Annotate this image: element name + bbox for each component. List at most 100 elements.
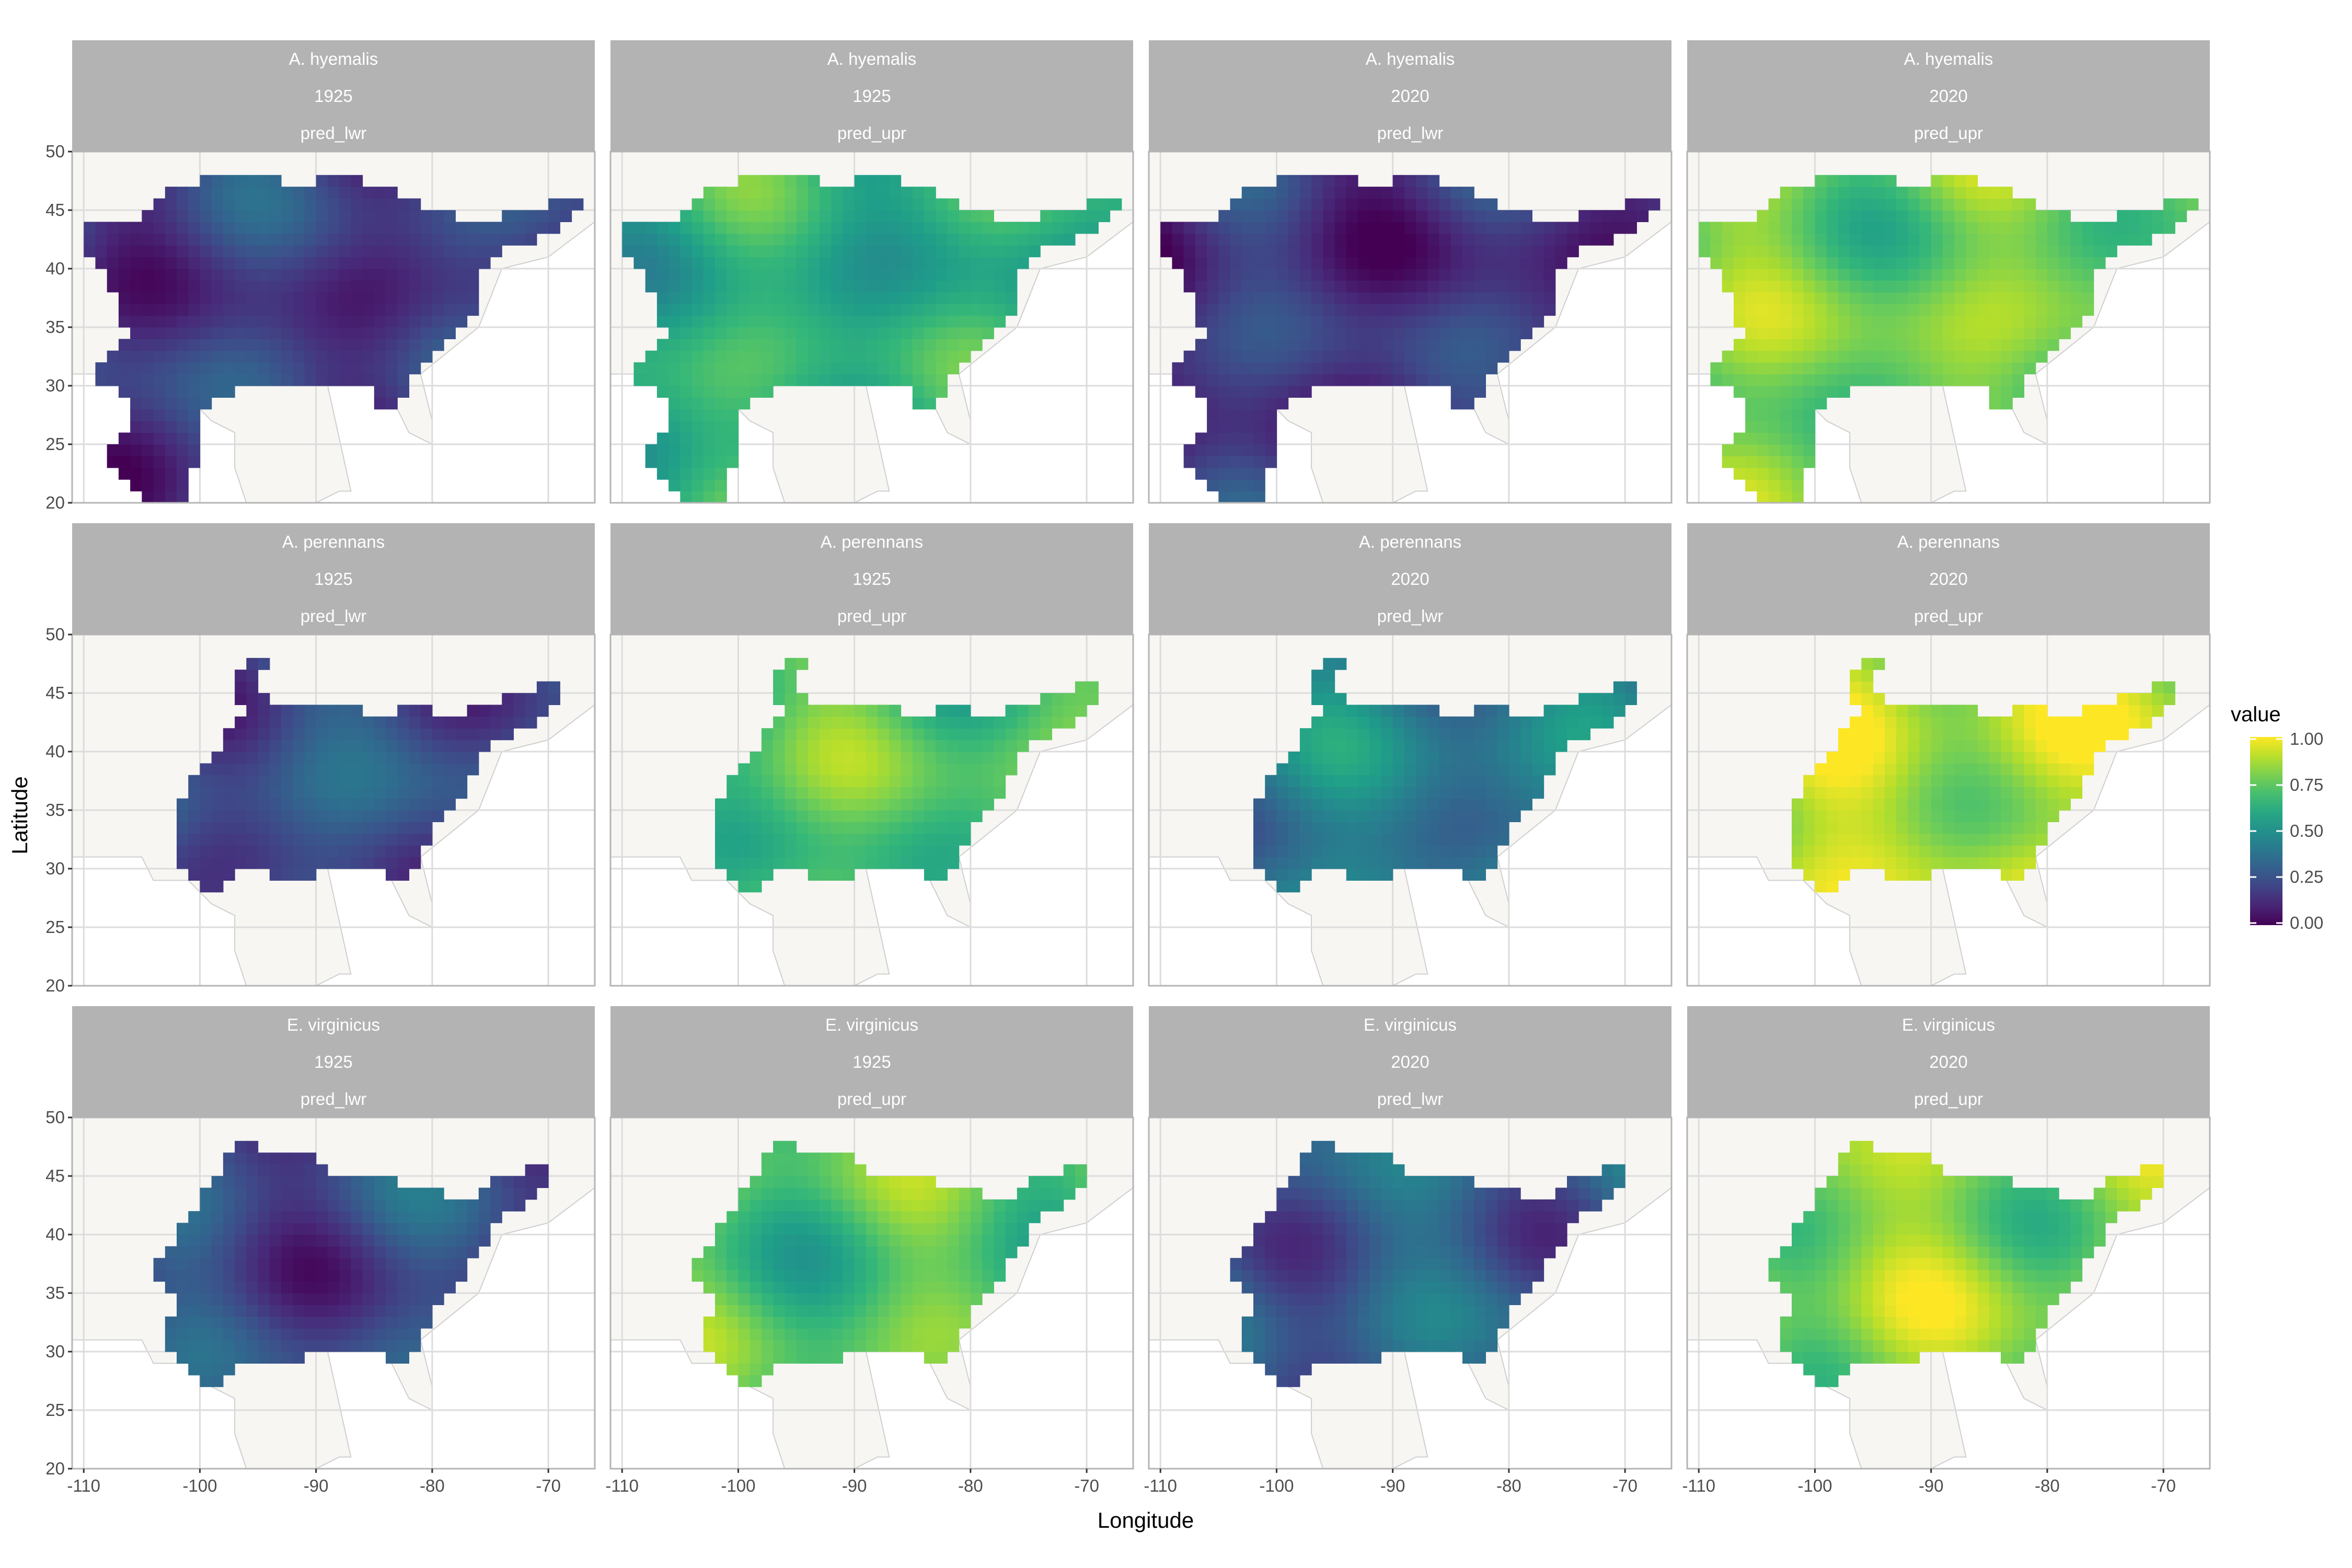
heatmap-cell (420, 1258, 433, 1270)
heatmap-cell (912, 257, 925, 269)
heatmap-cell (200, 1305, 212, 1317)
heatmap-cell (2059, 798, 2071, 811)
heatmap-cell (924, 210, 936, 222)
heatmap-cell (1850, 763, 1862, 776)
heatmap-cell (1780, 467, 1792, 480)
heatmap-cell (761, 1199, 774, 1212)
heatmap-cell (235, 1199, 247, 1212)
heatmap-cell (293, 1211, 305, 1224)
heatmap-cell (1346, 705, 1358, 717)
heatmap-cell (1942, 362, 1955, 375)
heatmap-cell (1919, 245, 1932, 258)
heatmap-cell (188, 257, 201, 269)
heatmap-cell (1826, 245, 1839, 258)
heatmap-cell (467, 763, 479, 776)
heatmap-cell (1416, 763, 1428, 776)
heatmap-cell (878, 740, 890, 752)
heatmap-cell (633, 362, 646, 375)
heatmap-cell (1474, 269, 1486, 281)
heatmap-cell (1416, 810, 1428, 822)
heatmap-cell (1288, 175, 1300, 187)
heatmap-cell (1485, 705, 1498, 717)
heatmap-cell (1931, 845, 1943, 858)
heatmap-cell (785, 1281, 797, 1294)
heatmap-cell (362, 1235, 375, 1247)
heatmap-cell (304, 315, 317, 328)
heatmap-cell (1450, 233, 1463, 246)
heatmap-cell (1276, 1305, 1289, 1317)
heatmap-cell (1241, 1340, 1254, 1352)
heatmap-cell (281, 787, 293, 799)
heatmap-cell (1733, 269, 1746, 281)
heatmap-cell (548, 210, 560, 222)
heatmap-cell (1508, 292, 1521, 304)
heatmap-cell (1942, 833, 1955, 846)
heatmap-cell (1439, 245, 1451, 258)
heatmap-cell (1207, 432, 1219, 445)
heatmap-cell (1265, 1281, 1277, 1294)
heatmap-cell (444, 1246, 456, 1259)
heatmap-cell (374, 198, 386, 211)
heatmap-cell (1195, 456, 1207, 468)
heatmap-cell (1873, 798, 1885, 811)
heatmap-cell (223, 1281, 235, 1294)
heatmap-cell (1063, 705, 1076, 717)
heatmap-cell (1265, 822, 1277, 834)
heatmap-cell (1768, 386, 1781, 398)
heatmap-cell (820, 787, 832, 799)
heatmap-cell (362, 822, 375, 834)
heatmap-cell (633, 257, 646, 269)
heatmap-cell (235, 1152, 247, 1165)
heatmap-cell (773, 1187, 785, 1200)
heatmap-cell (1265, 245, 1277, 258)
heatmap-cell (715, 1235, 727, 1247)
heatmap-cell (1966, 339, 1978, 351)
heatmap-cell (130, 409, 142, 421)
heatmap-cell (1908, 339, 1920, 351)
panel-border (1148, 151, 1673, 504)
heatmap-cell (1838, 857, 1850, 869)
heatmap-cell (1276, 222, 1289, 234)
heatmap-cell (1826, 763, 1839, 776)
heatmap-cell (339, 257, 351, 269)
heatmap-cell (1299, 752, 1312, 764)
heatmap-cell (2047, 716, 2059, 729)
heatmap-cell (258, 1176, 270, 1188)
heatmap-cell (1288, 857, 1300, 869)
heatmap-cell (901, 222, 913, 234)
heatmap-cells (1230, 1140, 1625, 1387)
heatmap-cell (327, 233, 340, 246)
heatmap-cell (1989, 350, 2001, 363)
heatmap-cell (1207, 233, 1219, 246)
heatmap-cell (1253, 1305, 1265, 1317)
heatmap-cell (327, 292, 340, 304)
heatmap-cell (796, 269, 809, 281)
heatmap-cell (924, 1305, 936, 1317)
heatmap-cell (773, 210, 785, 222)
heatmap-cell (1311, 257, 1323, 269)
heatmap-cell (1450, 775, 1463, 787)
heatmap-cell (2001, 187, 2013, 199)
heatmap-cell (362, 1223, 375, 1235)
heatmap-cell (1369, 728, 1382, 741)
heatmap-cell (316, 752, 328, 764)
heatmap-cell (854, 705, 867, 717)
heatmap-cell (444, 740, 456, 752)
heatmap-cell (2082, 763, 2094, 776)
heatmap-cell (1780, 432, 1792, 445)
heatmap-cell (188, 456, 201, 468)
heatmap-cell (2093, 257, 2106, 269)
heatmap-cell (1358, 869, 1370, 881)
heatmap-cell (1873, 222, 1885, 234)
heatmap-cell (936, 798, 948, 811)
heatmap-cell (200, 1211, 212, 1224)
heatmap-cell (455, 1199, 468, 1212)
heatmap-cell (785, 1293, 797, 1305)
heatmap-cell (351, 210, 363, 222)
heatmap-cell (785, 1152, 797, 1165)
heatmap-cell (691, 374, 704, 386)
heatmap-cell (1977, 315, 1990, 328)
heatmap-cell (889, 198, 902, 211)
heatmap-cell (2035, 350, 2048, 363)
heatmap-cell (1241, 444, 1254, 456)
